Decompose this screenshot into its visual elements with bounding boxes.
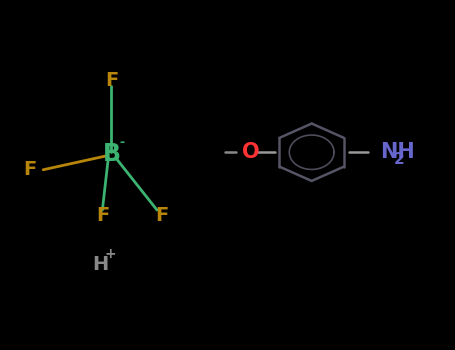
Text: F: F [96, 206, 109, 225]
Text: +: + [104, 247, 116, 261]
Text: NH: NH [380, 142, 415, 162]
Text: H: H [92, 255, 108, 274]
Text: F: F [155, 206, 168, 225]
Text: 2: 2 [394, 153, 404, 167]
Text: O: O [243, 142, 260, 162]
Text: F: F [23, 160, 36, 179]
Text: -: - [119, 136, 124, 149]
Text: F: F [105, 71, 118, 90]
Text: B: B [102, 142, 121, 166]
